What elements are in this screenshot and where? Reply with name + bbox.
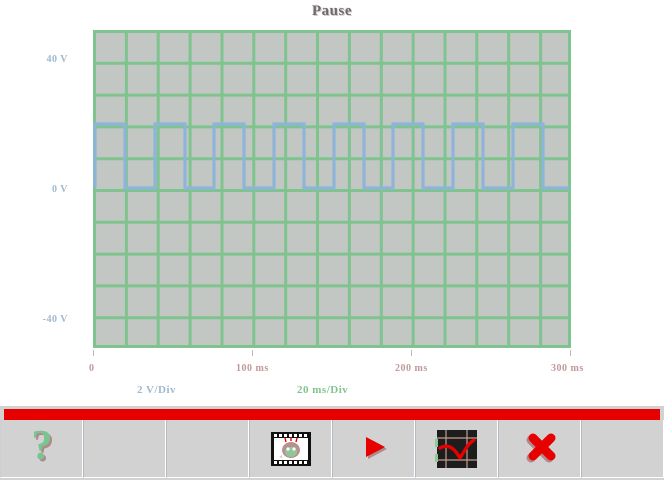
toolbar-accent-bar (4, 409, 660, 420)
graph-button[interactable] (415, 420, 498, 478)
toolbar-button-row: ? ? (0, 420, 664, 478)
toolbar-button-blank-3[interactable] (581, 420, 664, 478)
play-button[interactable] (332, 420, 415, 478)
x-axis-tick-label-300: 300 ms (551, 363, 584, 374)
x-axis-tick-200 (411, 350, 412, 356)
time-per-division-readout: 20 ms/Div (297, 384, 349, 396)
volts-per-division-readout: 2 V/Div (137, 384, 177, 396)
question-mark-icon: ? ? (20, 427, 64, 471)
x-axis-tick-300 (570, 350, 571, 356)
x-axis-tick-label-100: 100 ms (236, 363, 269, 374)
svg-text:?: ? (31, 427, 52, 469)
waveform-trace (93, 122, 569, 190)
toolbar-button-blank-2[interactable] (166, 420, 249, 478)
svg-text:?: ? (33, 427, 54, 471)
y-axis-tick-label-zero: 0 V (51, 184, 68, 195)
x-axis-tick-0 (93, 350, 94, 356)
play-triangle-icon (352, 427, 396, 471)
oscilloscope-display[interactable] (93, 30, 571, 348)
y-axis-tick-label-top: 40 V (46, 54, 68, 65)
help-button[interactable]: ? ? (0, 420, 83, 478)
x-axis-tick-100 (252, 350, 253, 356)
animation-button[interactable] (249, 420, 332, 478)
close-button[interactable] (498, 420, 581, 478)
page-title: Pause (312, 3, 352, 19)
toolbar-button-blank-1[interactable] (83, 420, 166, 478)
film-strip-icon (269, 427, 313, 471)
x-axis-tick-label-0: 0 (89, 363, 95, 374)
graph-plot-icon (434, 427, 479, 471)
x-axis-tick-label-200: 200 ms (395, 363, 428, 374)
toolbar: ? ? (0, 405, 664, 480)
y-axis-tick-label-bottom: -40 V (42, 314, 68, 325)
red-x-icon (518, 427, 562, 471)
